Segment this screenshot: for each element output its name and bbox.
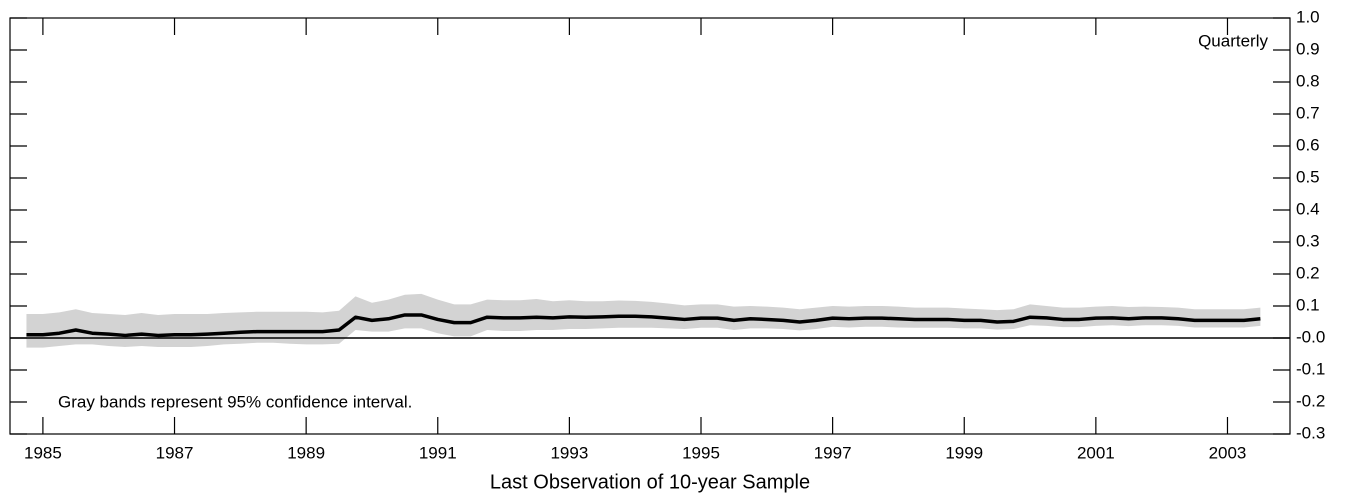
y-tick-label: 0.9 — [1296, 39, 1320, 58]
plot-frame — [9, 17, 1291, 435]
x-tick-label: 2003 — [1209, 443, 1247, 462]
y-tick-label: 1.0 — [1296, 7, 1320, 26]
frequency-label: Quarterly — [1198, 31, 1268, 50]
x-axis-title: Last Observation of 10-year Sample — [490, 471, 810, 493]
line — [26, 313, 1261, 338]
confidence-band — [26, 293, 1261, 348]
y-tick-label: -0.2 — [1296, 391, 1325, 410]
x-tick-label: 1989 — [287, 443, 325, 462]
y-tick-label: 0.1 — [1296, 295, 1320, 314]
x-tick-label: 1995 — [682, 443, 720, 462]
y-tick-label: 0.5 — [1296, 167, 1320, 186]
x-tick-label: 1987 — [156, 443, 194, 462]
x-tick-label: 1985 — [24, 443, 62, 462]
y-tick-label: 0.7 — [1296, 103, 1320, 122]
x-tick-label: 1993 — [550, 443, 588, 462]
y-tick-label: -0.1 — [1296, 359, 1325, 378]
y-tick-label: 0.6 — [1296, 135, 1320, 154]
x-tick-label: 1997 — [814, 443, 852, 462]
y-tick-label: 0.2 — [1296, 263, 1320, 282]
y-tick-label: -0.3 — [1296, 423, 1325, 442]
x-tick-label: 2001 — [1077, 443, 1115, 462]
x-tick-label: 1991 — [419, 443, 457, 462]
y-tick-label: -0.0 — [1296, 327, 1325, 346]
y-tick-label: 0.4 — [1296, 199, 1320, 218]
y-tick-label: 0.3 — [1296, 231, 1320, 250]
note: Gray bands represent 95% confidence inte… — [58, 392, 412, 411]
x-tick-label: 1999 — [945, 443, 983, 462]
y-tick-label: 0.8 — [1296, 71, 1320, 90]
